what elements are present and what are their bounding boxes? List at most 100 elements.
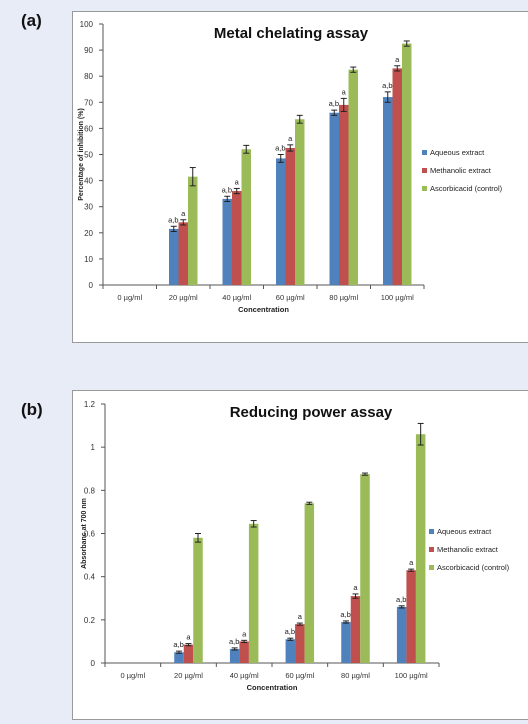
y-tick-label: 80 <box>84 72 93 81</box>
significance-label: a,b <box>329 99 339 108</box>
chart-b-frame: Reducing power assay 0 0.2 0.4 0.6 0.8 1 1.2 0 µ… <box>72 390 528 720</box>
significance-label: a <box>181 209 186 218</box>
bar <box>339 104 349 285</box>
y-tick-label: 1 <box>91 443 96 452</box>
y-axis-label: Percentage of inhibition (%) <box>78 108 85 201</box>
significance-label: a,b <box>229 637 239 646</box>
bar <box>285 147 295 285</box>
y-tick-label: 20 <box>84 229 93 238</box>
legend-swatch <box>429 565 434 570</box>
legend-swatch <box>429 547 434 552</box>
y-tick-label: 0.8 <box>84 486 96 495</box>
bar <box>415 434 426 663</box>
y-tick-label: 30 <box>84 203 93 212</box>
bar <box>222 198 232 285</box>
x-tick-label: 20 µg/ml <box>169 293 198 302</box>
bar <box>402 43 412 286</box>
bar <box>329 112 339 286</box>
y-tick-label: 40 <box>84 177 93 186</box>
chart-b: Reducing power assay 0 0.2 0.4 0.6 0.8 1 1.2 0 µ… <box>81 400 510 692</box>
legend-label: Methanolic extract <box>430 166 492 175</box>
x-axis-label: Concentration <box>247 683 298 692</box>
significance-label: a,b <box>275 144 285 153</box>
y-tick-label: 0 <box>91 659 96 668</box>
bar <box>350 596 361 663</box>
bar <box>188 176 198 285</box>
bar <box>174 652 184 663</box>
bar <box>241 149 251 285</box>
y-tick-label: 90 <box>84 46 93 55</box>
y-tick-label: 100 <box>80 20 94 29</box>
bar <box>193 537 203 663</box>
bar <box>232 191 242 285</box>
y-tick-label: 50 <box>84 151 93 160</box>
y-tick-label: 0.6 <box>84 530 96 539</box>
bar <box>392 68 402 285</box>
bar <box>178 222 188 285</box>
legend-label: Aqueous extract <box>437 527 492 536</box>
x-axis-label: Concentration <box>238 305 289 314</box>
significance-label: a,b <box>168 215 178 224</box>
significance-label: a <box>395 55 400 64</box>
y-axis-label: Absorbanc at 700 nm <box>81 498 88 569</box>
significance-label: a,b <box>173 640 183 649</box>
bar <box>304 503 315 663</box>
significance-label: a <box>342 87 347 96</box>
x-tick-label: 40 µg/ml <box>222 293 251 302</box>
panel-a-letter: (a) <box>21 11 42 30</box>
legend-swatch <box>422 168 427 173</box>
bar <box>239 641 249 663</box>
legend-label: Ascorbicacid (control) <box>437 563 510 572</box>
y-tick-label: 70 <box>84 98 93 107</box>
bar <box>341 621 351 663</box>
x-tick-label: 0 µg/ml <box>117 293 142 302</box>
bar <box>348 69 358 285</box>
legend-label: Ascorbicacid (control) <box>430 184 503 193</box>
y-tick-label: 0.2 <box>84 616 96 625</box>
bar <box>276 158 286 285</box>
chart-title: Reducing power assay <box>230 404 393 421</box>
legend-label: Aqueous extract <box>430 148 485 157</box>
y-tick-label: 60 <box>84 124 93 133</box>
bar <box>396 606 407 663</box>
chart-a: Metal chelating assay 0 10 20 30 40 50 60 70 80 90… <box>78 20 503 314</box>
panel-b-letter: (b) <box>21 400 43 419</box>
significance-label: a,b <box>285 627 295 636</box>
bar <box>295 119 305 285</box>
x-tick-label: 40 µg/ml <box>230 671 259 680</box>
bar <box>169 228 179 285</box>
significance-label: a,b <box>340 610 350 619</box>
x-tick-label: 100 µg/ml <box>381 293 414 302</box>
bar <box>183 644 194 663</box>
x-tick-label: 60 µg/ml <box>285 671 314 680</box>
y-tick-label: 1.2 <box>84 400 96 409</box>
bar <box>360 474 370 663</box>
x-tick-label: 80 µg/ml <box>329 293 358 302</box>
bar <box>248 523 259 663</box>
bar <box>295 624 305 663</box>
x-tick-label: 20 µg/ml <box>174 671 203 680</box>
significance-label: a,b <box>382 81 392 90</box>
x-tick-label: 60 µg/ml <box>276 293 305 302</box>
legend-label: Methanolic extract <box>437 545 499 554</box>
significance-label: a <box>298 612 303 621</box>
bar <box>406 570 416 663</box>
legend-swatch <box>422 150 427 155</box>
legend-swatch <box>422 186 427 191</box>
significance-label: a <box>288 134 293 143</box>
x-tick-label: 80 µg/ml <box>341 671 370 680</box>
x-tick-label: 0 µg/ml <box>120 671 145 680</box>
x-tick-label: 100 µg/ml <box>395 671 428 680</box>
bar <box>383 97 393 285</box>
significance-label: a <box>235 177 240 186</box>
y-tick-label: 10 <box>84 255 93 264</box>
y-tick-label: 0.4 <box>84 573 96 582</box>
significance-label: a,b <box>222 185 232 194</box>
significance-label: a,b <box>396 595 406 604</box>
significance-label: a <box>353 583 358 592</box>
chart-title: Metal chelating assay <box>214 25 369 42</box>
significance-label: a <box>186 633 191 642</box>
bar <box>229 648 240 663</box>
bar <box>285 639 296 663</box>
chart-a-frame: Metal chelating assay 0 10 20 30 40 50 60 70 80 90… <box>72 11 528 343</box>
